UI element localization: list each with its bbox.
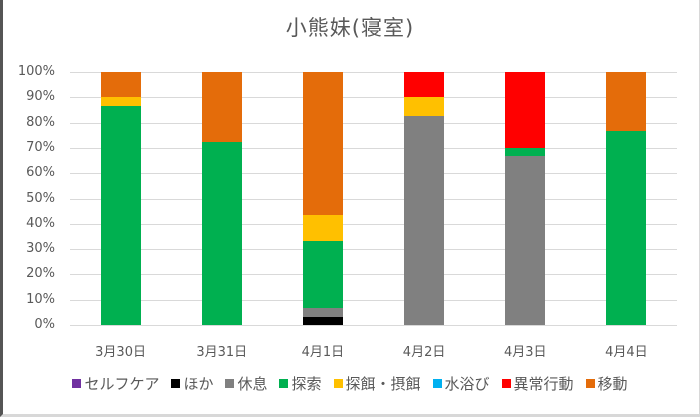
legend-item[interactable]: 探索 [279,373,322,394]
legend-label: 水浴び [444,375,490,393]
plot-area [70,72,677,326]
bar-segment[interactable] [302,215,343,241]
bar-3[interactable] [404,72,445,325]
legend-item[interactable]: 休息 [225,373,267,394]
gridline [70,274,677,276]
legend-item[interactable]: 探餌・摂餌 [333,373,421,394]
y-tick-label: 50% [26,190,55,206]
gridline [70,97,677,99]
y-tick-label: 60% [26,165,55,181]
legend-label: 異常行動 [513,375,574,393]
gridline [70,249,677,251]
legend-swatch-icon [501,379,511,388]
bar-segment[interactable] [100,72,141,98]
bar-segment[interactable] [302,316,343,325]
bar-segment[interactable] [606,130,647,325]
gridline [70,198,677,200]
x-tick-label: 3月30日 [95,345,146,360]
legend-item[interactable]: 水浴び [432,373,490,394]
legend-label: 探索 [291,375,322,393]
bar-segment[interactable] [201,141,242,325]
bar-segment[interactable] [100,105,141,325]
bar-segment[interactable] [404,72,445,98]
y-tick-label: 100% [17,64,55,79]
legend-swatch-icon [279,379,289,388]
legend-swatch-icon [72,379,82,388]
bar-0[interactable] [100,72,141,325]
legend: セルフケア ほか 休息 探索 探餌・摂餌 水浴び 異常行動 移動 [0,373,700,394]
legend-label: ほか [183,375,214,393]
y-tick-label: 70% [26,139,55,155]
legend-swatch-icon [171,379,181,388]
legend-item[interactable]: セルフケア [72,373,159,394]
bar-segment[interactable] [505,72,546,148]
bar-segment[interactable] [606,72,647,131]
legend-label: 探餌・摂餌 [345,375,421,393]
y-tick-label: 90% [26,89,55,105]
legend-swatch-icon [333,379,343,388]
x-tick-label: 4月4日 [605,345,648,360]
y-tick-label: 80% [26,114,55,130]
x-tick-label: 4月1日 [301,345,345,360]
bar-segment[interactable] [404,116,445,325]
bar-segment[interactable] [404,97,445,117]
legend-label: 移動 [597,375,628,393]
x-tick-label: 4月2日 [402,345,446,360]
bar-2[interactable] [302,72,343,325]
y-tick-label: 20% [26,266,55,282]
bar-segment[interactable] [100,97,141,106]
chart-title: 小熊妹(寝室) [285,16,415,40]
gridline [70,173,677,175]
y-tick-label: 0% [34,317,55,332]
bar-segment[interactable] [302,72,343,216]
legend-item[interactable]: ほか [171,373,213,394]
legend-label: 休息 [237,375,268,393]
legend-item[interactable]: 異常行動 [501,373,574,394]
bar-segment[interactable] [505,156,546,325]
bar-segment[interactable] [302,308,343,317]
gridline [70,122,677,124]
bar-segment[interactable] [201,72,242,142]
gridline [70,147,677,149]
gridline [70,299,677,301]
y-tick-label: 30% [26,241,55,257]
bar-segment[interactable] [505,147,546,157]
x-tick-label: 4月3日 [503,345,547,360]
bar-5[interactable] [606,72,647,325]
bar-1[interactable] [201,72,242,325]
legend-swatch-icon [585,379,595,388]
legend-swatch-icon [225,379,235,388]
y-tick-label: 40% [26,215,55,231]
legend-swatch-icon [432,379,442,388]
y-tick-label: 10% [26,291,55,307]
gridline [70,72,677,73]
bar-4[interactable] [505,72,546,325]
gridline [70,223,677,225]
gridline [70,325,677,326]
x-tick-label: 3月31日 [196,345,248,360]
bar-segment[interactable] [302,240,343,309]
legend-label: セルフケア [84,375,160,393]
legend-item[interactable]: 移動 [585,373,628,394]
